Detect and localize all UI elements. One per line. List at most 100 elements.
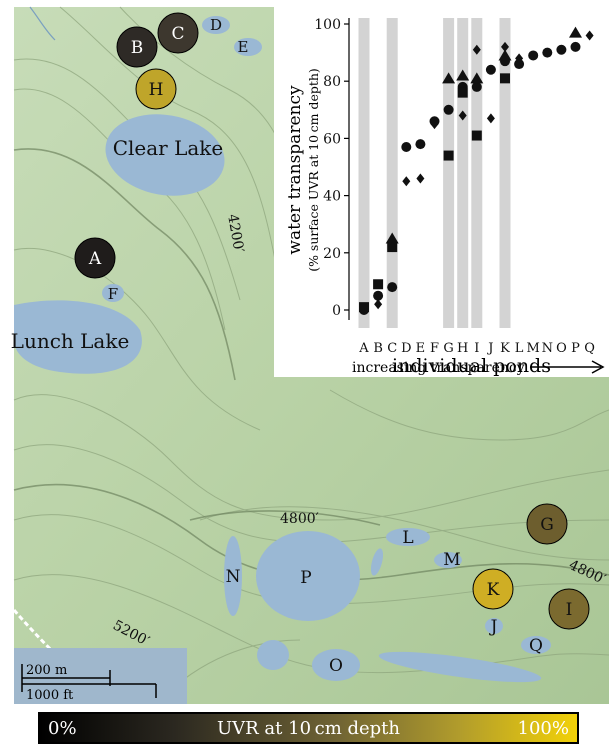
pond-F-shape xyxy=(102,284,124,302)
scale-bar: 200 m 1000 ft xyxy=(14,648,187,704)
x-tick-label-N: N xyxy=(542,341,553,356)
arrow-icon xyxy=(591,360,605,374)
pond-K-marker xyxy=(472,568,514,610)
colorbar-min-label: 0% xyxy=(48,718,77,739)
pond-P-label: P xyxy=(300,568,311,588)
point-circle-P xyxy=(570,41,581,52)
pond-G-marker xyxy=(526,503,568,545)
pond-long-shape xyxy=(378,651,542,683)
highlight-band-K xyxy=(499,18,511,328)
stream-line xyxy=(29,6,56,41)
colorbar-title: UVR at 10 cm depth xyxy=(216,718,401,739)
point-diamond-I xyxy=(472,44,481,55)
point-circle-O xyxy=(556,44,567,55)
pond-markers xyxy=(74,12,590,630)
y-tick-label: 20 xyxy=(323,246,341,262)
lunch-lake-shape xyxy=(14,300,142,374)
point-diamond-F xyxy=(430,119,439,130)
x-tick-label-L: L xyxy=(515,341,524,356)
x-tick-label-E: E xyxy=(416,341,426,356)
point-circle-G xyxy=(443,104,454,115)
pond-K-label: K xyxy=(487,580,500,600)
pond-D-shape xyxy=(202,16,230,34)
point-circle-B xyxy=(373,290,384,301)
pond-E-shape xyxy=(234,38,262,56)
y-axis-subtitle: (% surface UVR at 10 cm depth) xyxy=(306,68,321,272)
point-square-K xyxy=(500,73,510,84)
pond-L-label: L xyxy=(402,528,413,548)
point-diamond-H xyxy=(458,110,467,121)
lunch-lake-label: Lunch Lake xyxy=(11,329,130,353)
point-circle-M xyxy=(528,50,539,61)
pond-J-shape xyxy=(485,618,503,634)
point-diamond-E xyxy=(416,173,425,184)
point-square-G xyxy=(443,150,454,161)
y-tick-label: 100 xyxy=(314,17,341,33)
pond-B-label: B xyxy=(131,38,144,58)
point-diamond-Q xyxy=(585,30,594,41)
x-tick-label-H: H xyxy=(457,341,468,356)
x-tick-label-D: D xyxy=(401,341,411,356)
highlight-band-I xyxy=(471,18,483,328)
contour-label-4200: 4200′ xyxy=(224,213,246,254)
point-circle-E xyxy=(415,139,426,150)
point-circle-L xyxy=(514,59,525,70)
point-diamond-L xyxy=(515,53,524,64)
point-diamond-J xyxy=(486,113,495,124)
point-diamond-D xyxy=(402,176,411,187)
pond-C-label: C xyxy=(171,24,184,44)
pond-P-shape xyxy=(256,531,360,621)
pond-H-label: H xyxy=(149,80,164,100)
pond-N-shape xyxy=(224,536,242,616)
highlight-bands xyxy=(358,18,511,328)
data-points xyxy=(359,26,594,315)
x-tick-label-C: C xyxy=(387,341,397,356)
point-circle-D xyxy=(401,141,412,152)
pond-O-shape xyxy=(312,649,360,681)
pond-Q-label: Q xyxy=(529,636,543,656)
pond-D-label: D xyxy=(210,16,222,34)
pond-E-label: E xyxy=(238,38,249,56)
y-tick-label: 0 xyxy=(332,303,341,319)
scale-bar-graphic: 200 m 1000 ft xyxy=(21,663,157,703)
y-axis-title: water transparency xyxy=(285,85,305,255)
highlight-band-H xyxy=(457,18,469,328)
point-circle-C xyxy=(387,282,398,293)
contour-label-4800-a: 4800′ xyxy=(280,511,319,527)
pond-M-label: M xyxy=(443,550,460,570)
highlight-band-G xyxy=(443,18,455,328)
x-tick-label-Q: Q xyxy=(584,341,595,356)
x-tick-label-F: F xyxy=(430,341,439,356)
clear-lake-label: Clear Lake xyxy=(113,136,224,160)
uvr-colorbar: 0% UVR at 10 cm depth 100% xyxy=(38,712,579,744)
x-tick-label-M: M xyxy=(527,341,540,356)
colorbar-max-label: 100% xyxy=(517,718,569,739)
pond-A-marker xyxy=(74,237,116,279)
x-tick-label-G: G xyxy=(443,341,453,356)
point-triangle-K xyxy=(498,49,512,61)
point-triangle-G xyxy=(442,72,456,84)
point-diamond-B xyxy=(374,299,383,310)
point-circle-J xyxy=(485,64,496,75)
pond-M-shape xyxy=(434,552,462,568)
point-square-H xyxy=(457,87,468,98)
highlight-band-A xyxy=(358,18,370,328)
point-triangle-I xyxy=(470,72,484,84)
scale-imperial-label: 1000 ft xyxy=(26,688,74,703)
y-tick-label: 80 xyxy=(323,74,341,90)
pond-B-marker xyxy=(116,26,158,68)
highlight-band-C xyxy=(386,18,398,328)
point-triangle-P xyxy=(569,26,582,38)
y-tick-label: 40 xyxy=(323,189,341,205)
point-square-I xyxy=(471,130,482,141)
point-triangle-C xyxy=(385,232,399,244)
x-tick-label-B: B xyxy=(373,341,383,356)
pond-N-label: N xyxy=(226,567,241,587)
y-ticks: 0 20 40 60 80 100 xyxy=(314,17,349,319)
pond-Q-shape xyxy=(521,636,551,654)
x-tick-label-P: P xyxy=(571,341,580,356)
scale-metric-label: 200 m xyxy=(26,663,67,678)
